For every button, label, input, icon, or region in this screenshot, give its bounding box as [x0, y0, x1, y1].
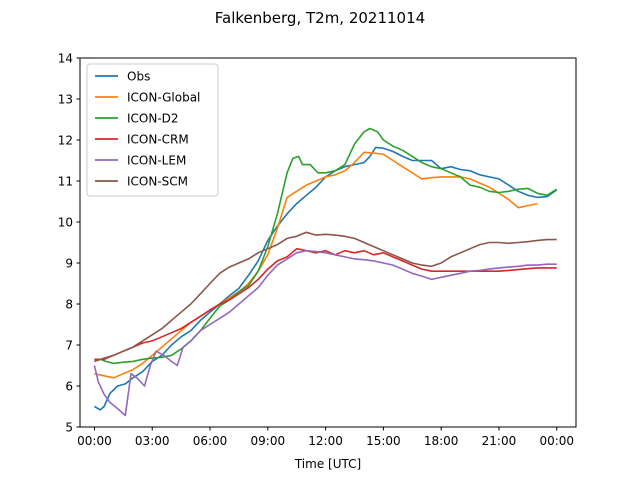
y-tick-label: 7: [65, 339, 73, 353]
series-line-icon-lem: [93, 249, 557, 417]
y-tick-label: 14: [58, 52, 73, 66]
x-tick-label: 21:00: [482, 434, 517, 448]
x-tick-label: 06:00: [193, 434, 228, 448]
x-tick-label: 00:00: [539, 434, 574, 448]
y-axis: 5 6 7 8 9 10 11 12 13 14: [58, 52, 80, 435]
plot-area: 5 6 7 8 9 10 11 12 13 14 00:00 03:00 06:00 09:00 12:0…: [58, 52, 577, 448]
series-line-icon-d2: [94, 127, 558, 365]
plot-frame: [79, 57, 577, 428]
y-tick-label: 13: [58, 93, 73, 107]
series-line-icon-global: [94, 151, 538, 379]
legend-label: Obs: [127, 70, 150, 84]
legend-label: ICON-LEM: [127, 154, 186, 168]
y-tick-label: 5: [65, 421, 73, 435]
x-tick-label: 12:00: [308, 434, 343, 448]
series-line-icon-scm: [94, 231, 557, 363]
legend-label: ICON-D2: [127, 112, 179, 126]
series-layer: [93, 127, 558, 417]
x-axis-label: Time [UTC]: [294, 457, 361, 471]
x-tick-label: 15:00: [366, 434, 401, 448]
x-tick-label: 09:00: [251, 434, 286, 448]
x-axis: 00:00 03:00 06:00 09:00 12:00 15:00 18:00 21:00…: [77, 427, 574, 448]
legend-box: [86, 63, 219, 197]
x-tick-label: 18:00: [424, 434, 459, 448]
legend-label: ICON-Global: [127, 91, 200, 105]
x-tick-label: 03:00: [135, 434, 170, 448]
y-tick-label: 8: [65, 298, 73, 312]
legend: Obs ICON-Global ICON-D2 ICON-CRM ICON-LEM ICO…: [86, 63, 219, 197]
legend-label: ICON-CRM: [127, 133, 189, 147]
y-tick-label: 10: [58, 216, 73, 230]
chart-title: Falkenberg, T2m, 20211014: [215, 9, 425, 27]
y-tick-label: 9: [65, 257, 73, 271]
y-tick-label: 11: [58, 175, 73, 189]
x-tick-label: 00:00: [77, 434, 112, 448]
legend-label: ICON-SCM: [127, 175, 188, 189]
y-tick-label: 12: [58, 134, 73, 148]
y-tick-label: 6: [65, 380, 73, 394]
